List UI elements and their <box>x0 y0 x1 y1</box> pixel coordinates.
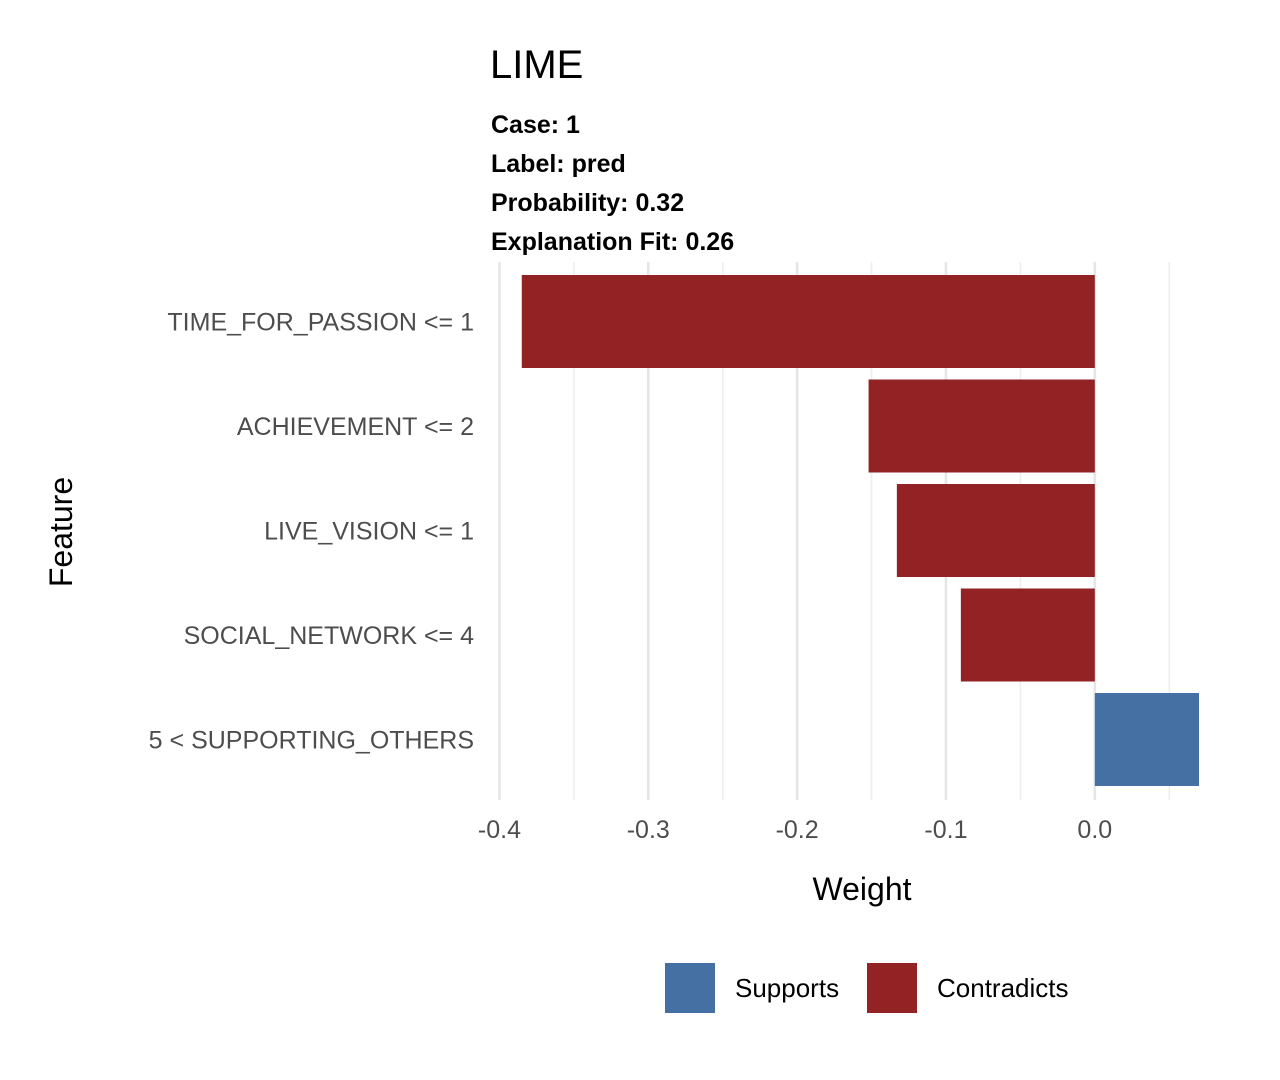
subtitle-explanation-fit: Explanation Fit: 0.26 <box>491 228 734 256</box>
legend-swatch-supports <box>665 963 715 1013</box>
legend-label-supports: Supports <box>735 973 839 1003</box>
x-tick-label: -0.2 <box>776 816 819 844</box>
y-tick-label: LIVE_VISION <= 1 <box>264 518 474 546</box>
bar-contradicts <box>896 484 1095 577</box>
y-tick-label: SOCIAL_NETWORK <= 4 <box>184 622 474 650</box>
bar-contradicts <box>960 588 1095 682</box>
x-tick-labels: -0.4 -0.3 -0.2 -0.1 0.0 <box>478 816 1112 844</box>
x-tick-label: -0.1 <box>924 816 967 844</box>
y-tick-label: TIME_FOR_PASSION <= 1 <box>167 309 474 337</box>
bars-group <box>521 275 1199 786</box>
subtitle-probability: Probability: 0.32 <box>491 189 684 217</box>
bar-contradicts <box>868 379 1095 473</box>
y-tick-labels: TIME_FOR_PASSION <= 1 ACHIEVEMENT <= 2 LIV… <box>149 309 474 755</box>
x-tick-label: -0.3 <box>627 816 670 844</box>
bar-contradicts <box>521 275 1095 368</box>
legend-swatch-contradicts <box>867 963 917 1013</box>
y-tick-label: 5 < SUPPORTING_OTHERS <box>149 727 474 755</box>
bar-supports <box>1094 693 1199 786</box>
chart-title: LIME <box>490 43 583 87</box>
y-axis-title: Feature <box>43 477 79 587</box>
x-tick-label: -0.4 <box>478 816 521 844</box>
y-tick-label: ACHIEVEMENT <= 2 <box>237 413 474 441</box>
x-axis-title: Weight <box>812 871 911 907</box>
x-tick-label: 0.0 <box>1077 816 1112 844</box>
legend: Supports Contradicts <box>665 963 1069 1013</box>
subtitle-case: Case: 1 <box>491 111 580 139</box>
legend-label-contradicts: Contradicts <box>937 973 1069 1003</box>
subtitle-label: Label: pred <box>491 150 626 178</box>
